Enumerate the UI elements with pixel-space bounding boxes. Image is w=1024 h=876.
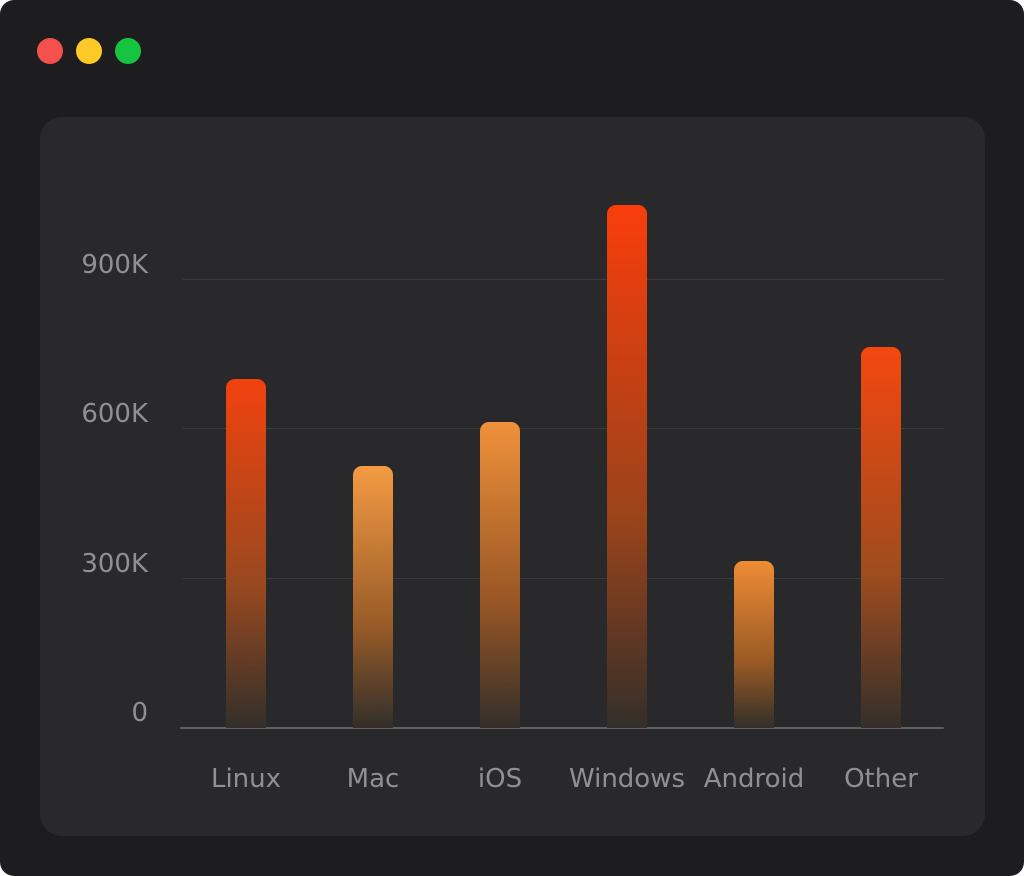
- y-axis-tick-label: 900K: [81, 249, 148, 280]
- maximize-button[interactable]: [115, 38, 141, 64]
- bar-other[interactable]: [861, 347, 901, 728]
- x-axis-label-linux: Linux: [210, 764, 282, 794]
- x-axis-label-other: Other: [844, 764, 918, 794]
- bar-windows[interactable]: [607, 205, 647, 728]
- close-button[interactable]: [37, 38, 63, 64]
- bar-linux[interactable]: [226, 379, 266, 728]
- minimize-button[interactable]: [76, 38, 102, 64]
- x-axis-labels: Linux Mac iOS Windows Android Other: [180, 763, 944, 795]
- window-controls: [37, 38, 141, 64]
- x-axis-label-windows: Windows: [568, 764, 686, 794]
- x-axis-label-android: Android: [703, 764, 805, 794]
- gridline-900k: [183, 278, 944, 280]
- gridline-600k: [183, 428, 944, 430]
- y-axis-tick-label: 0: [131, 698, 148, 728]
- x-axis-label-ios: iOS: [477, 764, 523, 794]
- chart-card: 0 300K 600K 900K Linux Mac iOS Windows Android Ot…: [40, 117, 985, 836]
- bar-mac[interactable]: [353, 466, 393, 728]
- y-axis-tick-label: 600K: [81, 399, 148, 430]
- bar-ios[interactable]: [480, 422, 520, 728]
- bar-android[interactable]: [734, 561, 774, 728]
- x-axis-line: [180, 727, 944, 729]
- bar-chart: 0 300K 600K 900K Linux Mac iOS Windows Android Ot…: [81, 177, 944, 794]
- y-axis-tick-label: 300K: [81, 548, 148, 579]
- x-axis-label-mac: Mac: [346, 764, 400, 794]
- gridline-300k: [183, 577, 944, 579]
